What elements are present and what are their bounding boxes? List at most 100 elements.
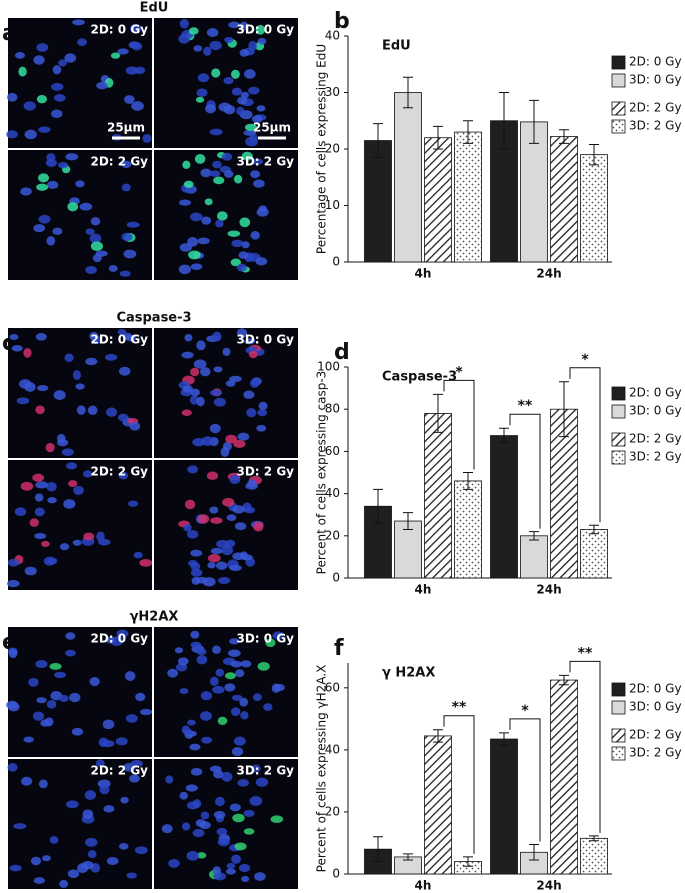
legend-label: 3D: 2 Gy (629, 746, 682, 760)
nucleus (229, 638, 240, 645)
panel-title: γH2AX (130, 610, 179, 625)
scale-bar-label: 25μm (253, 121, 291, 135)
legend-label: 3D: 2 Gy (629, 450, 682, 464)
nucleus (195, 96, 205, 103)
nucleus (67, 202, 79, 212)
y-tick-label: 40 (325, 742, 340, 756)
nucleus (184, 333, 193, 342)
panel-title: Caspase-3 (116, 311, 191, 326)
nucleus (54, 671, 66, 679)
nucleus (220, 446, 230, 457)
nucleus (72, 370, 81, 380)
nucleus (231, 239, 244, 248)
nucleus (215, 796, 225, 807)
nucleus (200, 168, 212, 178)
nucleus (231, 854, 241, 864)
image-label: 3D: 2 Gy (237, 465, 295, 479)
nucleus (223, 77, 234, 85)
nucleus (190, 367, 200, 377)
nucleus (190, 641, 202, 649)
nucleus (235, 669, 245, 678)
nucleus (129, 23, 142, 34)
nucleus (231, 87, 243, 96)
nucleus (99, 784, 110, 795)
nucleus (105, 636, 115, 644)
nucleus (89, 677, 100, 687)
nucleus (43, 556, 56, 566)
micrograph-bg (154, 460, 298, 590)
nucleus (35, 332, 47, 341)
nucleus (11, 345, 23, 352)
nucleus (174, 647, 184, 654)
nucleus (199, 821, 211, 830)
nucleus (225, 380, 236, 387)
nucleus (71, 727, 84, 736)
nucleus (46, 482, 57, 492)
nucleus (255, 24, 266, 35)
nucleus (6, 130, 18, 139)
legend-swatch (611, 728, 626, 743)
nucleus (243, 828, 255, 835)
nucleus (34, 493, 44, 502)
nucleus (213, 770, 224, 779)
nucleus (24, 566, 37, 576)
nucleus (121, 183, 131, 192)
nucleus (6, 92, 18, 102)
y-tick-label: 0 (332, 867, 340, 881)
error-bar (529, 99, 539, 144)
error-bar (529, 844, 539, 861)
nucleus (121, 232, 133, 242)
legend-swatch (611, 450, 626, 465)
error-bar (403, 76, 413, 109)
nucleus (236, 328, 248, 338)
nucleus (34, 507, 45, 517)
nucleus (210, 517, 223, 524)
error-bar (403, 512, 413, 530)
chart-title: γ H2AX (382, 666, 435, 681)
nucleus (64, 53, 77, 63)
y-tick-label: 20 (325, 142, 340, 156)
significance-label: ** (452, 700, 467, 716)
nucleus (251, 115, 263, 123)
micrograph: 2D: 0 Gy (8, 328, 152, 458)
nucleus (178, 199, 192, 206)
nucleus (230, 258, 242, 267)
nucleus (225, 539, 236, 548)
nucleus (41, 540, 50, 548)
nucleus (115, 737, 128, 746)
nucleus (183, 180, 194, 188)
nucleus (217, 838, 230, 847)
error-bar (373, 123, 383, 158)
nucleus (188, 27, 199, 35)
nucleus (13, 823, 27, 830)
nucleus (182, 385, 193, 393)
nucleus (206, 471, 219, 480)
nucleus (75, 180, 85, 188)
nucleus (193, 359, 207, 369)
nucleus (83, 532, 95, 541)
micrograph: 3D: 2 Gy (154, 150, 298, 280)
nucleus (179, 687, 189, 695)
nucleus (227, 230, 241, 237)
nucleus (125, 714, 138, 723)
nucleus (32, 473, 45, 482)
nucleus (123, 249, 137, 259)
nucleus (9, 333, 19, 340)
nucleus (257, 662, 270, 671)
chart-letter: b (334, 9, 350, 34)
nucleus (72, 539, 82, 546)
micrograph: 2D: 0 Gy (6, 627, 153, 757)
nucleus (117, 328, 127, 336)
nucleus (193, 45, 203, 52)
nucleus (216, 561, 228, 570)
nucleus (28, 677, 39, 687)
nucleus (59, 543, 70, 551)
nucleus (21, 776, 33, 786)
bar (550, 679, 578, 875)
nucleus (81, 861, 94, 870)
y-axis-label: Percent of cells expressing γH2A.X (315, 665, 329, 873)
nucleus (239, 697, 249, 707)
nucleus (129, 421, 141, 431)
nucleus (238, 863, 251, 873)
panel-title: EdU (140, 1, 169, 16)
